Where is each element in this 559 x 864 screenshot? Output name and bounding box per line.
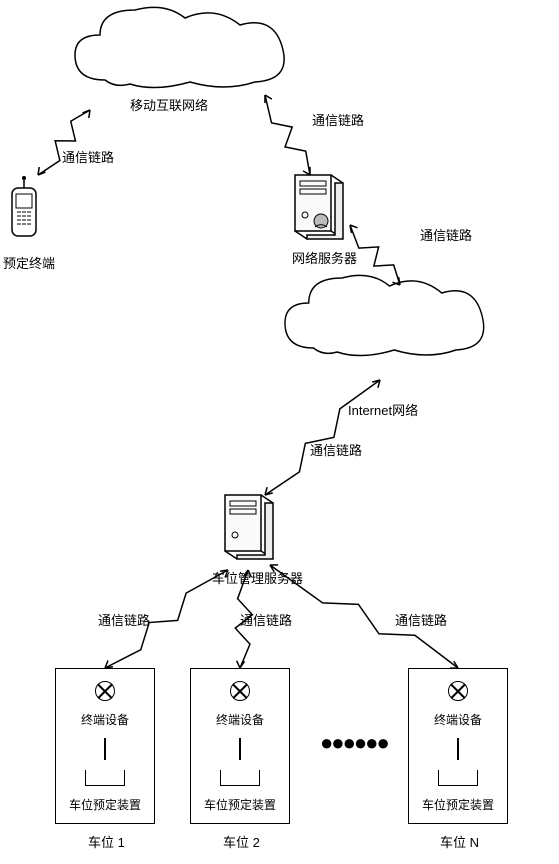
- connector-line: [457, 738, 459, 760]
- link-label: 通信链路: [312, 110, 364, 129]
- parking2-caption: 车位 2: [223, 832, 260, 851]
- phone-icon: [12, 176, 36, 236]
- parking-box-n: 终端设备 车位预定装置: [408, 668, 508, 824]
- server-web-label: 网络服务器: [292, 248, 357, 267]
- device-label: 车位预定装置: [204, 796, 276, 813]
- device-label: 车位预定装置: [69, 796, 141, 813]
- phone-label: 预定终端: [3, 253, 55, 272]
- lock-icon: [438, 770, 478, 786]
- lock-icon: [85, 770, 125, 786]
- cloud-internet-label: Internet网络: [348, 400, 418, 419]
- link-label: 通信链路: [62, 147, 114, 166]
- parking-box-1: 终端设备 车位预定装置: [55, 668, 155, 824]
- link-label: 通信链路: [240, 610, 292, 629]
- server-parking-label: 车位管理服务器: [212, 568, 303, 587]
- terminal-device-icon: [95, 681, 115, 701]
- terminal-label: 终端设备: [216, 711, 264, 728]
- terminal-device-icon: [448, 681, 468, 701]
- ellipsis-icon: ●●●●●●: [320, 730, 388, 756]
- link-label: 通信链路: [395, 610, 447, 629]
- cloud-mobile: [75, 7, 284, 87]
- server-parking: [225, 495, 273, 559]
- parkingN-caption: 车位 N: [440, 832, 479, 851]
- terminal-label: 终端设备: [434, 711, 482, 728]
- connector-line: [239, 738, 241, 760]
- terminal-label: 终端设备: [81, 711, 129, 728]
- server-web: [295, 175, 343, 239]
- link-label: 通信链路: [310, 440, 362, 459]
- connector-line: [104, 738, 106, 760]
- lock-icon: [220, 770, 260, 786]
- parking1-caption: 车位 1: [88, 832, 125, 851]
- cloud-mobile-label: 移动互联网络: [130, 95, 208, 114]
- parking-box-2: 终端设备 车位预定装置: [190, 668, 290, 824]
- link-label: 通信链路: [98, 610, 150, 629]
- device-label: 车位预定装置: [422, 796, 494, 813]
- cloud-internet: [285, 275, 484, 355]
- link-label: 通信链路: [420, 225, 472, 244]
- terminal-device-icon: [230, 681, 250, 701]
